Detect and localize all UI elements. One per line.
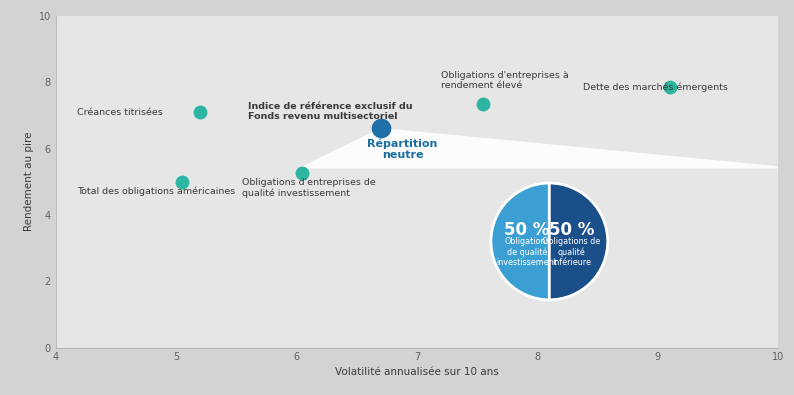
Wedge shape [491, 183, 549, 300]
Point [296, 170, 309, 177]
Text: Obligations
de qualité
investissement: Obligations de qualité investissement [497, 237, 557, 267]
Text: 50 %: 50 % [504, 221, 549, 239]
Point [476, 101, 489, 107]
Y-axis label: Rendement au pire: Rendement au pire [25, 132, 34, 231]
Polygon shape [298, 128, 794, 168]
Text: 50 %: 50 % [549, 221, 594, 239]
Wedge shape [549, 183, 607, 300]
Text: Obligations d'entreprises à
rendement élevé: Obligations d'entreprises à rendement él… [441, 71, 569, 90]
Text: Répartition
neutre: Répartition neutre [367, 138, 437, 160]
Text: Créances titrisées: Créances titrisées [77, 107, 163, 117]
Point [663, 84, 676, 90]
Text: Dette des marchés émergents: Dette des marchés émergents [583, 83, 728, 92]
Point [194, 109, 206, 115]
Text: Total des obligations américaines: Total des obligations américaines [77, 186, 236, 196]
Point [375, 125, 387, 131]
Text: Obligations de
qualité
inférieure: Obligations de qualité inférieure [542, 237, 600, 267]
X-axis label: Volatilité annualisée sur 10 ans: Volatilité annualisée sur 10 ans [335, 367, 499, 376]
Text: Obligations d'entreprises de
qualité investissement: Obligations d'entreprises de qualité inv… [242, 178, 376, 198]
Point [175, 179, 188, 185]
Text: Indice de référence exclusif du
Fonds revenu multisectoriel: Indice de référence exclusif du Fonds re… [249, 102, 413, 121]
